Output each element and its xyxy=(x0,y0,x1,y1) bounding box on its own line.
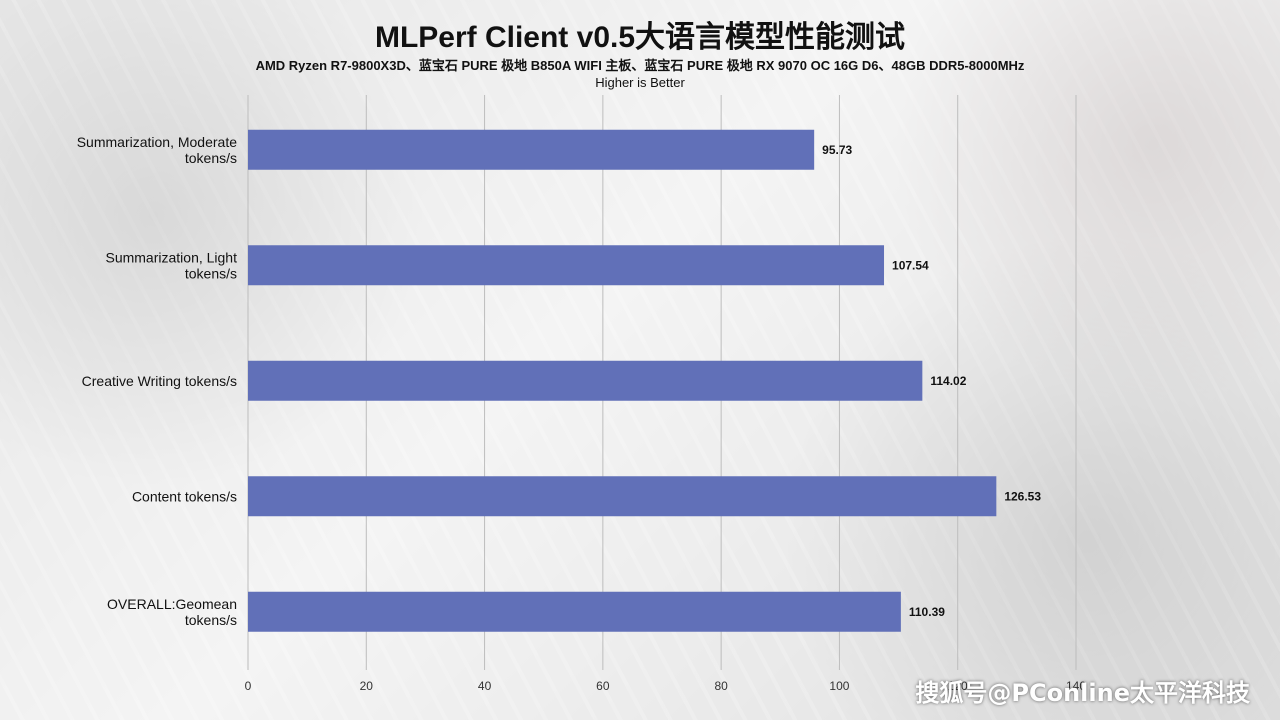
category-label: Summarization, Moderate tokens/s xyxy=(77,134,238,166)
x-tick-labels: 0 20 40 60 80 100 120 140 xyxy=(245,679,1087,693)
category-labels: Summarization, Moderate tokens/s Summariza… xyxy=(77,134,238,628)
x-tick-label: 0 xyxy=(245,679,252,693)
x-tick-label: 40 xyxy=(478,679,492,693)
x-tick-label: 80 xyxy=(714,679,728,693)
x-tick-label: 140 xyxy=(1066,679,1086,693)
watermark: 搜狐号@PConline太平洋科技 xyxy=(915,679,1250,707)
category-label: Content tokens/s xyxy=(132,488,237,504)
data-label: 107.54 xyxy=(892,258,929,272)
bar xyxy=(248,245,885,286)
category-label: OVERALL:Geomean tokens/s xyxy=(107,596,237,628)
chart-note: Higher is Better xyxy=(595,75,685,90)
x-tick-label: 20 xyxy=(360,679,374,693)
category-label: Creative Writing tokens/s xyxy=(82,373,237,389)
bars xyxy=(248,129,997,632)
bar xyxy=(248,476,997,517)
x-tick-label: 100 xyxy=(829,679,849,693)
x-tick-label: 120 xyxy=(948,679,968,693)
value-labels: 95.73 107.54 114.02 126.53 110.39 xyxy=(822,143,1041,619)
data-label: 114.02 xyxy=(930,374,966,388)
data-label: 95.73 xyxy=(822,143,852,157)
bar xyxy=(248,129,815,170)
data-label: 110.39 xyxy=(909,605,945,619)
bar xyxy=(248,591,901,632)
data-label: 126.53 xyxy=(1004,489,1041,503)
chart-subtitle: AMD Ryzen R7-9800X3D、蓝宝石 PURE 极地 B850A W… xyxy=(255,58,1025,73)
bar xyxy=(248,360,923,401)
chart-title: MLPerf Client v0.5大语言模型性能测试 xyxy=(374,21,906,54)
x-tick-label: 60 xyxy=(596,679,610,693)
category-label: Summarization, Light tokens/s xyxy=(105,249,237,281)
